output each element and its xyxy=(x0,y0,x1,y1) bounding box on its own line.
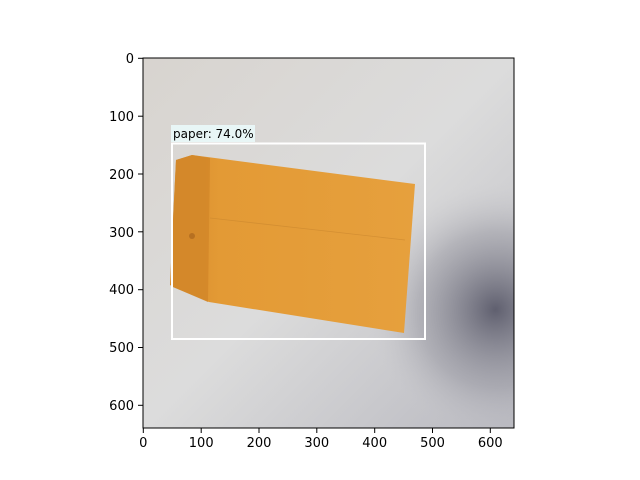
x-tick-label: 400 xyxy=(362,436,387,451)
detection-label: paper: 74.0% xyxy=(173,127,254,141)
envelope-crease xyxy=(209,217,406,241)
y-tick-label: 100 xyxy=(109,110,134,125)
x-axis: 0 100 200 300 400 500 600 xyxy=(139,428,503,451)
y-tick-label: 300 xyxy=(109,226,134,241)
y-tick-label: 0 xyxy=(126,52,134,67)
x-tick-label: 300 xyxy=(304,436,329,451)
x-tick-label: 200 xyxy=(247,436,272,451)
x-tick-label: 600 xyxy=(478,436,503,451)
y-axis: 0 100 200 300 400 500 600 xyxy=(109,52,143,414)
y-tick-label: 500 xyxy=(109,341,134,356)
detection: paper: 74.0% xyxy=(171,125,426,340)
y-tick-label: 600 xyxy=(109,399,134,414)
detection-label-bg xyxy=(171,125,255,142)
y-tick-label: 400 xyxy=(109,283,134,298)
x-tick-label: 500 xyxy=(420,436,445,451)
envelope-mark xyxy=(189,233,195,239)
axes-frame xyxy=(142,57,515,429)
detection-box xyxy=(171,142,426,340)
photo xyxy=(143,58,514,428)
envelope xyxy=(170,155,415,333)
x-tick-label: 0 xyxy=(139,436,147,451)
x-tick-label: 100 xyxy=(189,436,214,451)
y-tick-label: 200 xyxy=(109,168,134,183)
envelope-flap xyxy=(172,155,210,302)
